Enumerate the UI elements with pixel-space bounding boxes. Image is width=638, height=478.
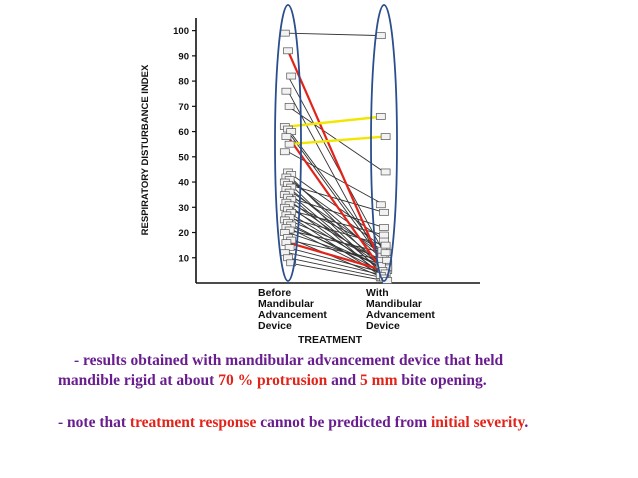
category-1-label-0: With: [366, 287, 389, 299]
caption-line-2-e: bite opening.: [397, 372, 487, 389]
pair-line-8: [287, 135, 385, 274]
pair-line-37: [287, 239, 385, 261]
chart-axes: [195, 18, 480, 284]
pair-line-3: [287, 90, 385, 269]
with-marker-21: [379, 224, 389, 231]
x-axis-label: TREATMENT: [298, 334, 363, 345]
before-marker-42: [286, 259, 297, 267]
pair-line-9: [287, 135, 385, 146]
before-marker-1: [283, 47, 293, 55]
before-group-ellipse: [274, 4, 302, 282]
y-tick-label-10: 10: [178, 253, 189, 264]
pair-line-21: [287, 196, 385, 228]
pair-line-41: [287, 257, 385, 279]
y-axis-ticks: 10 20 30 40 50 60 70 80 90 100: [173, 26, 196, 264]
pair-line-26: [287, 209, 385, 236]
y-tick-label-70: 70: [178, 102, 189, 113]
data-markers: [279, 29, 393, 284]
before-marker-3: [281, 87, 292, 95]
with-group-ellipse: [370, 4, 398, 282]
before-marker-8: [281, 133, 292, 140]
pair-line-2: [287, 75, 385, 253]
before-marker-10: [279, 148, 290, 156]
pair-line-16: [287, 184, 385, 213]
pair-line-29: [287, 216, 385, 246]
category-0-label-1: Mandibular: [258, 298, 314, 310]
caption-line-2-a: mandible rigid at about: [58, 372, 219, 389]
pair-line-42: [287, 262, 385, 281]
caption-line-2: mandible rigid at about 70 % protrusion …: [58, 371, 487, 391]
before-marker-4: [284, 102, 295, 110]
y-tick-label-20: 20: [178, 228, 189, 239]
y-tick-label-80: 80: [178, 77, 189, 88]
x-category-labels: BeforeMandibularAdvancementDeviceWithMan…: [258, 287, 435, 332]
caption-protrusion: 70 % protrusion: [218, 372, 328, 389]
group-ellipses: [274, 4, 398, 282]
before-marker-9: [284, 140, 295, 148]
pair-line-30: [287, 219, 385, 261]
category-0-label-0: Before: [258, 287, 291, 299]
caption-initial-severity: initial severity: [430, 414, 525, 431]
paired-lines: [286, 32, 386, 281]
pair-line-0: [287, 32, 385, 37]
y-tick-label-40: 40: [178, 178, 189, 189]
with-marker-34: [380, 249, 391, 257]
caption-line-1-text: - results obtained with mandibular advan…: [74, 352, 504, 369]
y-tick-label-50: 50: [178, 152, 189, 163]
caption-line-3-a: - note that: [58, 414, 130, 431]
pair-line-33: [287, 227, 385, 276]
caption-line-2-c: and: [327, 372, 361, 389]
pair-line-31: [287, 222, 385, 274]
y-tick-label-30: 30: [178, 203, 189, 214]
with-marker-10: [375, 201, 386, 209]
pair-line-4: [287, 105, 385, 173]
with-marker-26: [379, 231, 389, 239]
pair-line-23: [287, 201, 385, 251]
pair-line-39: [287, 247, 385, 274]
with-marker-4: [380, 168, 391, 176]
y-tick-label-60: 60: [178, 127, 189, 138]
category-0-label-2: Advancement: [258, 309, 327, 321]
pair-line-40: [287, 252, 385, 276]
caption-line-3: - note that treatment response cannot be…: [58, 413, 528, 433]
pair-line-32: [287, 224, 385, 269]
caption-bite-opening: 5 mm: [360, 372, 398, 389]
pair-line-1: [286, 50, 386, 271]
before-marker-0: [279, 29, 290, 37]
y-tick-label-100: 100: [173, 26, 189, 37]
y-axis-label: RESPIRATORY DISTURBANCE INDEX: [140, 64, 151, 235]
pair-line-35: [287, 232, 385, 266]
caption-line-3-e: .: [524, 414, 529, 431]
with-marker-29: [380, 241, 391, 249]
caption-line-3-c: cannot be predicted from: [256, 414, 431, 431]
with-marker-5: [375, 113, 386, 120]
category-1-label-2: Advancement: [366, 309, 435, 321]
category-1-label-3: Device: [366, 320, 400, 332]
category-1-label-1: Mandibular: [366, 298, 422, 310]
caption-line-1: - results obtained with mandibular advan…: [74, 351, 503, 371]
with-marker-0: [375, 32, 386, 40]
caption-treatment-response: treatment response: [129, 414, 257, 431]
with-marker-9: [380, 133, 391, 140]
rdi-chart: 10 20 30 40 50 60 70 80 90 100 RESPIRATORY DISTUR…: [140, 4, 480, 345]
pair-line-38: [287, 241, 385, 272]
with-marker-16: [379, 208, 389, 216]
before-marker-2: [286, 72, 297, 80]
category-0-label-3: Device: [258, 320, 292, 332]
pair-line-5: [287, 115, 385, 128]
y-tick-label-90: 90: [178, 51, 189, 62]
